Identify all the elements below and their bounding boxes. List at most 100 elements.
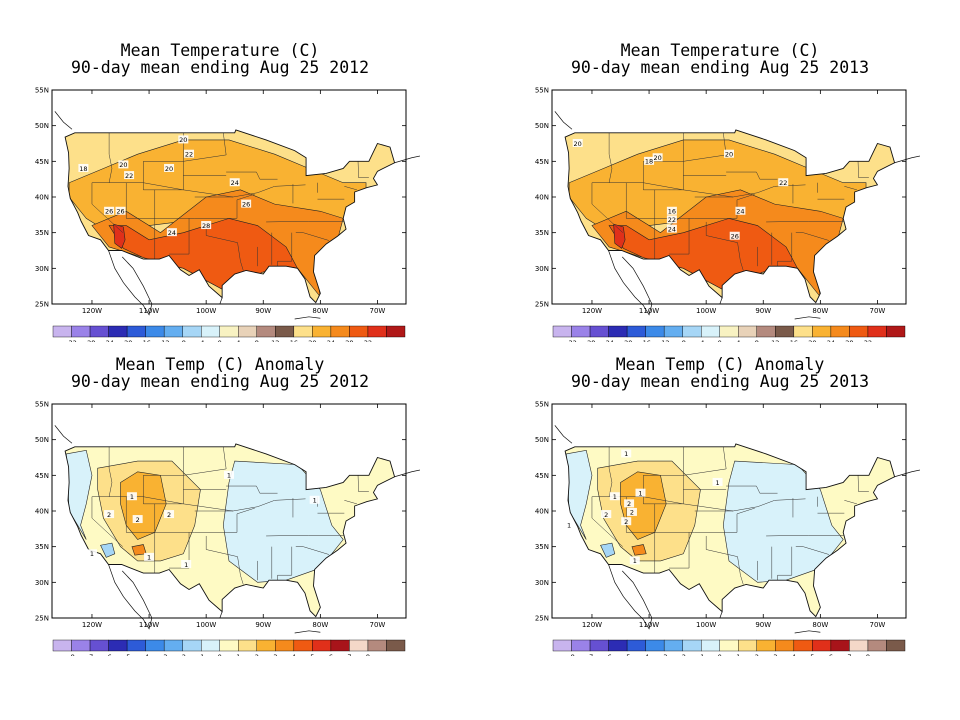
contour-label: 20	[653, 154, 661, 162]
legend-swatch	[812, 325, 832, 338]
legend-label: 32	[864, 339, 872, 342]
lon-tick-label: 110W	[139, 307, 159, 315]
contour-label: 20	[725, 151, 733, 159]
state-boundary	[669, 532, 690, 569]
contour-region	[600, 542, 616, 558]
legend-swatch	[256, 639, 276, 652]
lon-tick-label: 90W	[255, 307, 271, 315]
state-boundary	[777, 232, 793, 267]
conus-outline	[64, 129, 396, 304]
legend-swatch	[589, 325, 609, 338]
legend-swatch	[682, 325, 702, 338]
legend-swatch	[645, 639, 665, 652]
legend-label: 2	[255, 653, 259, 656]
legend-swatch	[367, 639, 387, 652]
legend-swatch	[52, 639, 72, 652]
state-boundary	[277, 546, 293, 581]
lat-tick-label: 45N	[35, 472, 49, 480]
state-boundary	[766, 535, 845, 537]
color-field	[65, 129, 395, 303]
legend-swatch	[293, 639, 313, 652]
state-boundary	[143, 161, 184, 191]
legend-label: -24	[603, 339, 614, 342]
lon-tick-label: 80W	[812, 307, 828, 315]
state-boundary	[91, 496, 123, 547]
legend-label: 3	[273, 653, 277, 656]
contour-label: 20	[179, 136, 187, 144]
legend-label: 8	[255, 339, 259, 342]
legend-swatch	[275, 639, 295, 652]
legend-swatch	[219, 639, 239, 652]
legend-label: 16	[790, 339, 798, 342]
legend-label: -24	[103, 339, 114, 342]
lat-tick-label: 40N	[35, 194, 49, 202]
legend-label: 12	[271, 339, 279, 342]
lon-tick-label: 110W	[639, 307, 659, 315]
lat-tick-label: 50N	[35, 122, 49, 130]
contour-label: 1	[313, 497, 317, 505]
legend-label: -7	[87, 653, 93, 656]
contour-label: 24	[231, 179, 239, 187]
state-boundary	[226, 485, 278, 494]
legend-swatch	[163, 325, 183, 338]
legend-swatch	[738, 639, 757, 652]
conus-outline	[564, 129, 896, 304]
legend-swatch	[867, 639, 887, 652]
legend-label: -32	[566, 339, 577, 342]
legend-label: 28	[345, 339, 353, 342]
legend-swatch	[71, 325, 91, 338]
lat-tick-label: 45N	[535, 158, 549, 166]
state-boundary	[857, 161, 869, 178]
legend-swatch	[830, 639, 850, 652]
contour-label: 2	[624, 518, 628, 526]
legend-label: 1	[736, 653, 740, 656]
legend-label: 20	[808, 339, 816, 342]
legend-label: 24	[327, 339, 335, 342]
legend-label: 4	[292, 653, 296, 656]
contour-label: 2	[167, 511, 171, 519]
legend-label: -12	[659, 339, 670, 342]
contour-region	[113, 223, 126, 249]
lon-tick-label: 80W	[812, 621, 828, 629]
legend-swatch	[238, 325, 257, 338]
legend-label: -28	[85, 339, 96, 342]
color-bar-legend: -8 -7 -6 -5 -4 -3 -2 -1 0 1 2 3 4 5 6 7 8	[52, 639, 406, 656]
state-boundary	[169, 532, 190, 569]
lat-tick-label: 25N	[535, 615, 549, 623]
state-boundary	[669, 218, 690, 255]
contour-label: 18	[79, 165, 87, 173]
lat-tick-label: 50N	[35, 436, 49, 444]
state-boundary	[591, 182, 623, 233]
legend-swatch	[312, 325, 332, 338]
lon-tick-label: 90W	[255, 621, 271, 629]
lon-tick-label: 80W	[312, 621, 328, 629]
state-boundary	[844, 186, 857, 191]
contour-label: 1	[227, 472, 231, 480]
state-boundary	[91, 182, 123, 233]
legend-label: 32	[364, 339, 372, 342]
legend-swatch	[71, 639, 91, 652]
contour-label: 18	[645, 158, 653, 166]
legend-label: -4	[698, 339, 704, 342]
panel-mean-temp-2012: Mean Temperature (C) 90-day mean ending A…	[20, 42, 420, 342]
legend-label: 4	[736, 339, 740, 342]
legend-swatch	[349, 639, 369, 652]
legend-swatch	[738, 325, 757, 338]
legend-label: 0	[718, 339, 722, 342]
legend-label: 6	[829, 653, 833, 656]
legend-swatch	[645, 325, 665, 338]
lon-tick-label: 70W	[370, 307, 386, 315]
state-boundary	[683, 132, 727, 162]
legend-swatch	[701, 639, 720, 652]
legend-label: -5	[624, 653, 630, 656]
legend-label: 0	[218, 339, 222, 342]
legend-swatch	[349, 325, 369, 338]
legend-swatch	[775, 639, 795, 652]
legend-swatch	[145, 325, 165, 338]
lon-tick-label: 70W	[870, 307, 886, 315]
legend-swatch	[867, 325, 887, 338]
contour-label: 1	[130, 493, 134, 501]
legend-label: 7	[847, 653, 851, 656]
panel-subtitle: 90-day mean ending Aug 25 2012	[71, 372, 369, 391]
contour-label: 20	[574, 140, 582, 148]
